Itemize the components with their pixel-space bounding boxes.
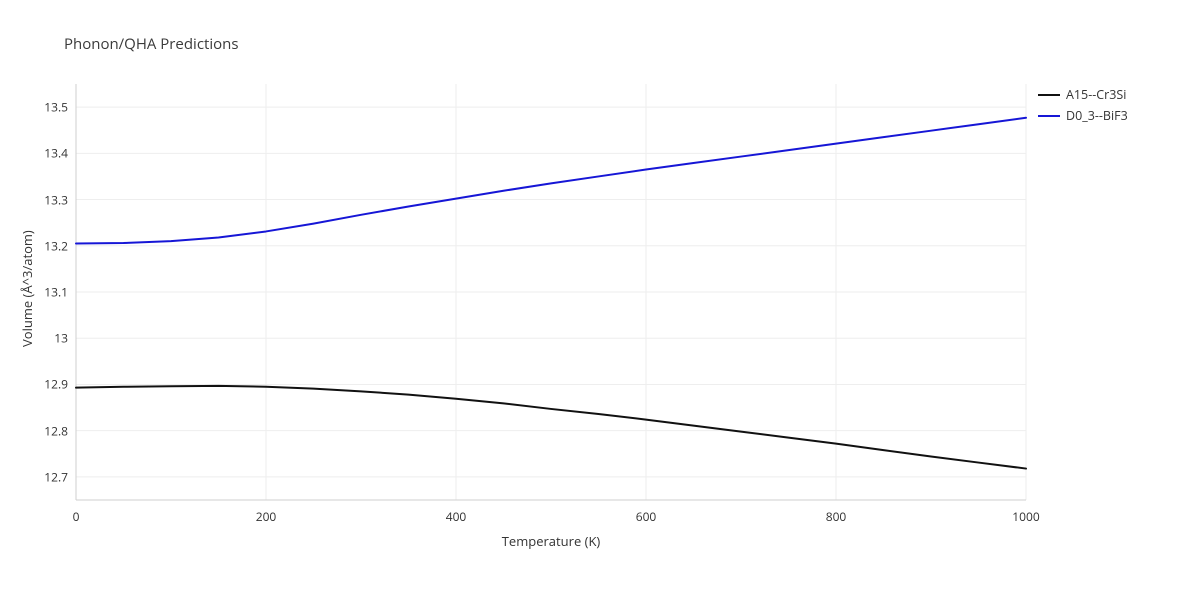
x-tick-label: 0 — [73, 508, 80, 525]
legend-item[interactable]: D0_3--BiF3 — [1038, 107, 1128, 124]
chart-plot-area — [76, 84, 1026, 500]
y-tick-label: 12.9 — [44, 376, 68, 393]
legend-label: A15--Cr3Si — [1066, 86, 1126, 103]
y-tick-label: 13.5 — [44, 99, 68, 116]
legend: A15--Cr3Si D0_3--BiF3 — [1038, 86, 1128, 128]
chart-title: Phonon/QHA Predictions — [64, 34, 239, 54]
x-axis-label: Temperature (K) — [502, 532, 601, 550]
legend-swatch — [1038, 115, 1060, 117]
y-tick-label: 12.8 — [44, 422, 68, 439]
x-tick-label: 1000 — [1012, 508, 1039, 525]
legend-swatch — [1038, 94, 1060, 96]
x-tick-label: 800 — [826, 508, 847, 525]
y-tick-label: 13 — [54, 330, 68, 347]
x-tick-label: 400 — [446, 508, 467, 525]
y-tick-label: 13.3 — [44, 191, 68, 208]
legend-item[interactable]: A15--Cr3Si — [1038, 86, 1128, 103]
y-tick-label: 13.1 — [44, 284, 68, 301]
y-tick-label: 12.7 — [44, 468, 68, 485]
y-tick-label: 13.2 — [44, 237, 68, 254]
y-axis-label: Volume (Å^3/atom) — [18, 230, 36, 347]
y-tick-label: 13.4 — [44, 145, 68, 162]
x-tick-label: 600 — [636, 508, 657, 525]
x-tick-label: 200 — [256, 508, 277, 525]
legend-label: D0_3--BiF3 — [1066, 107, 1128, 124]
chart-container: Phonon/QHA Predictions Temperature (K) V… — [0, 0, 1200, 600]
